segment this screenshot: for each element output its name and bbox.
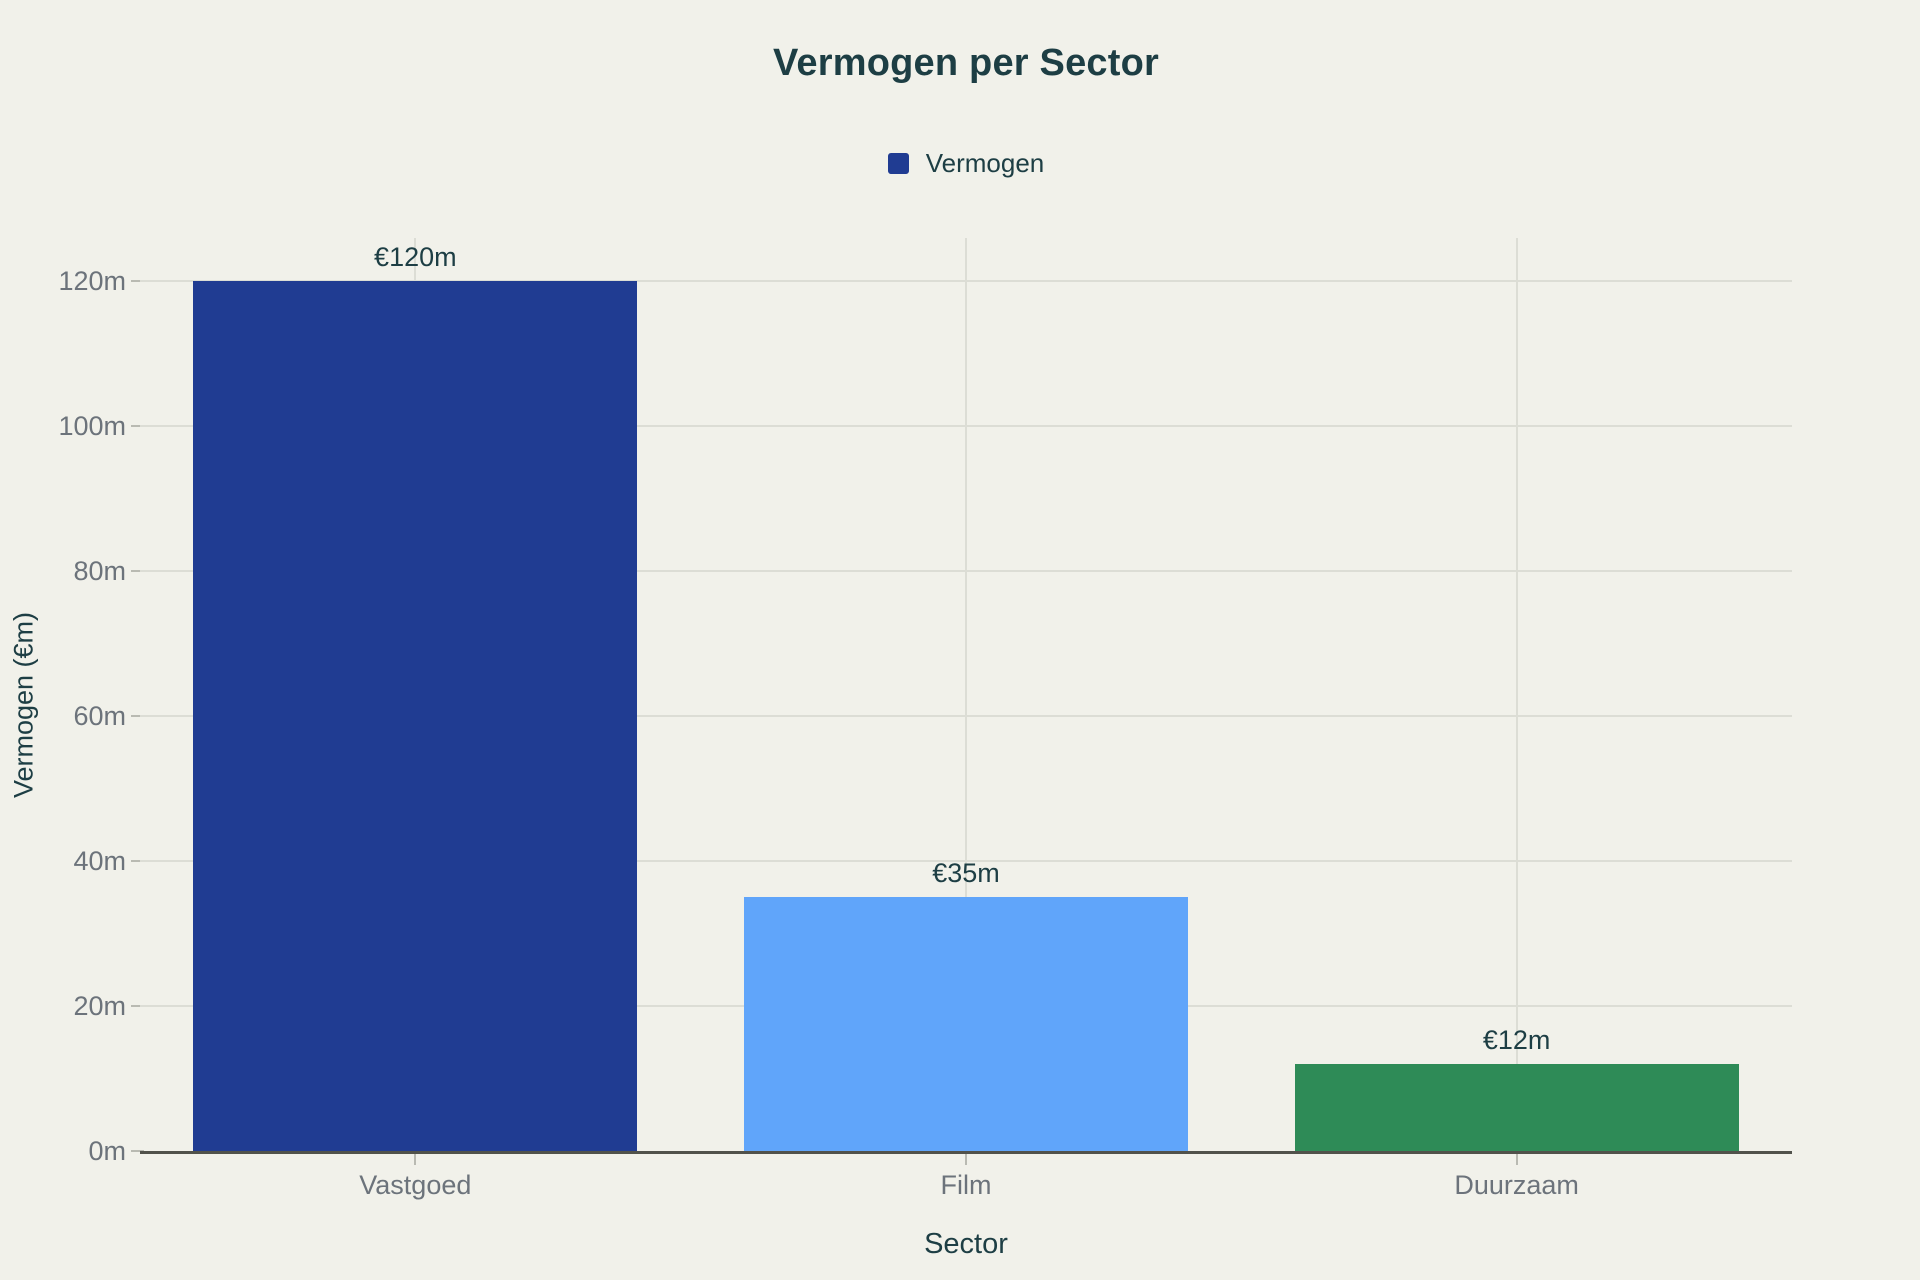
x-tick-label-vastgoed: Vastgoed — [359, 1170, 472, 1200]
gridline-v-film — [965, 238, 967, 1151]
y-tick-label: 60m — [73, 701, 126, 732]
gridline-v-duurzaam — [1515, 238, 1518, 1151]
x-tick-mark — [414, 1154, 417, 1165]
bar-value-label-film: €35m — [932, 858, 1000, 889]
y-tick-mark — [131, 570, 144, 573]
legend: Vermogen — [140, 148, 1792, 179]
x-tick-label-duurzaam: Duurzaam — [1454, 1170, 1579, 1200]
x-tick-mark — [1515, 1154, 1518, 1165]
y-tick-mark — [131, 425, 144, 428]
y-tick-label: 120m — [58, 266, 126, 297]
y-tick-label: 40m — [73, 846, 126, 877]
y-tick-mark — [131, 1005, 144, 1008]
y-tick-mark — [131, 1150, 144, 1152]
x-tick-label-film: Film — [940, 1170, 992, 1200]
y-tick-label: 100m — [58, 411, 126, 442]
bar-value-label-vastgoed: €120m — [374, 242, 457, 273]
y-tick-mark — [131, 280, 144, 283]
x-axis-title: Sector — [924, 1228, 1008, 1260]
x-tick-mark — [965, 1154, 967, 1165]
legend-label: Vermogen — [925, 148, 1045, 178]
y-tick-mark — [131, 715, 144, 718]
y-tick-label: 20m — [73, 991, 126, 1022]
plot-area: €120m €35m €12m — [140, 238, 1792, 1154]
bar-value-label-duurzaam: €12m — [1482, 1025, 1551, 1056]
bar-vastgoed[interactable] — [193, 281, 638, 1151]
x-axis-line — [140, 1151, 1792, 1154]
legend-item-vermogen[interactable]: Vermogen — [887, 148, 1045, 179]
legend-swatch-icon — [887, 153, 909, 174]
y-tick-mark — [131, 860, 144, 863]
y-tick-label: 0m — [88, 1136, 126, 1166]
bar-duurzaam[interactable] — [1294, 1064, 1739, 1151]
bar-film[interactable] — [744, 897, 1188, 1151]
chart-title: Vermogen per Sector — [772, 42, 1160, 84]
y-tick-label: 80m — [73, 556, 126, 587]
